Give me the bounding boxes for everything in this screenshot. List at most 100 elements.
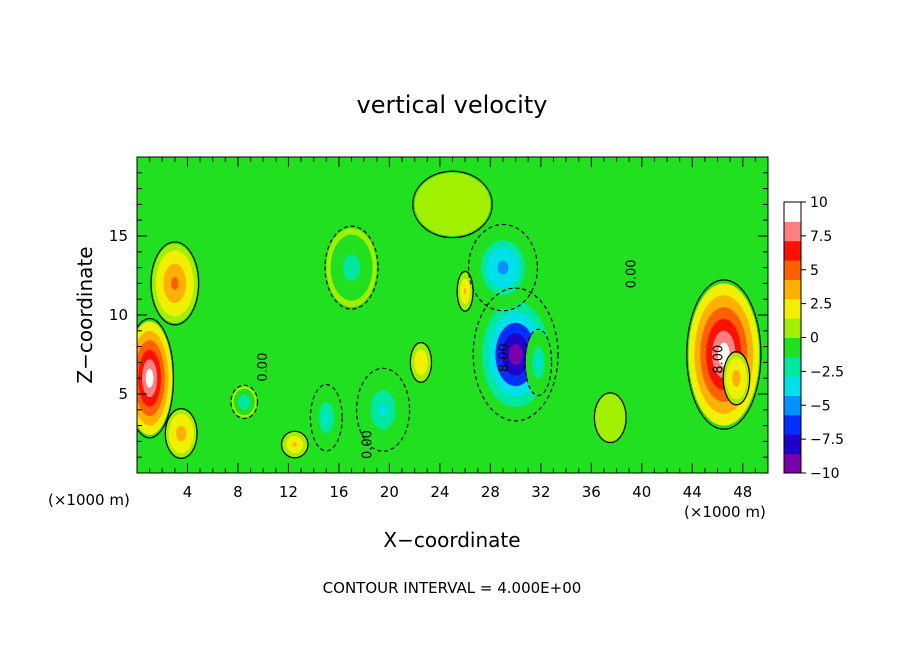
field-feature-12 bbox=[326, 228, 377, 308]
colorbar-segment-8 bbox=[784, 318, 801, 338]
field-level-7-6 bbox=[536, 357, 541, 368]
field-feature-7 bbox=[525, 330, 551, 394]
contour-label-1: 0.00 bbox=[624, 259, 639, 288]
colorbar-segment-3 bbox=[784, 414, 801, 435]
field-feature-4 bbox=[152, 243, 198, 323]
contour-interval-note: CONTOUR INTERVAL = 4.000E+00 bbox=[323, 579, 582, 597]
contour-10 bbox=[309, 383, 343, 452]
field-feature-16 bbox=[414, 172, 491, 236]
colorbar-segment-7 bbox=[784, 337, 801, 358]
field-level-5-6 bbox=[178, 429, 184, 438]
field-feature-17 bbox=[595, 394, 626, 442]
contour-labels: 0.00 8.00 0.00 0.00 8.00 bbox=[256, 259, 727, 459]
colorbar-tick-label-8: −7.5 bbox=[810, 432, 844, 448]
contour-2 bbox=[722, 351, 751, 406]
field-feature-9 bbox=[357, 370, 409, 450]
contour-7 bbox=[524, 328, 553, 397]
x-tick-label-32: 32 bbox=[531, 483, 550, 501]
chart-title: vertical velocity bbox=[357, 91, 548, 119]
field-level-9-6 bbox=[378, 403, 388, 417]
colorbar-segment-14 bbox=[784, 202, 801, 222]
x-tick-label-28: 28 bbox=[481, 483, 500, 501]
x-unit-label-left: (×1000 m) bbox=[48, 491, 130, 509]
field-level-3-6 bbox=[145, 368, 154, 388]
colorbar-segment-4 bbox=[784, 395, 801, 416]
field-level-12-6 bbox=[347, 261, 356, 275]
field-feature-5 bbox=[166, 409, 197, 458]
plot-area: 0.00 8.00 0.00 0.00 8.00 bbox=[136, 156, 769, 474]
x-tick-label-12: 12 bbox=[279, 483, 298, 501]
colorbar-tick-label-3: 5 bbox=[810, 263, 819, 279]
y-axis-label: Z−coordinate bbox=[73, 246, 97, 383]
contour-label-2: 8.00 bbox=[712, 345, 727, 374]
field-feature-2 bbox=[723, 352, 750, 404]
contour-3 bbox=[137, 317, 175, 439]
colorbar-tick-label-4: 2.5 bbox=[810, 297, 832, 313]
x-tick-label-20: 20 bbox=[380, 483, 399, 501]
field-level-11-6 bbox=[242, 399, 247, 405]
field-level-2-6 bbox=[734, 373, 739, 383]
contour-label-5: 8.00 bbox=[497, 343, 512, 372]
colorbar-segment-1 bbox=[784, 453, 801, 474]
field-level-14-6 bbox=[419, 359, 423, 366]
field-feature-13 bbox=[282, 431, 308, 458]
contour-16 bbox=[412, 170, 493, 239]
field-feature-15 bbox=[457, 272, 473, 311]
contour-label-4: 0.00 bbox=[256, 353, 271, 382]
field-level-10-6 bbox=[323, 412, 329, 423]
field-level-8-6 bbox=[497, 260, 509, 275]
contour-12 bbox=[324, 225, 379, 310]
colorbar-segment-6 bbox=[784, 356, 801, 377]
x-tick-label-16: 16 bbox=[329, 483, 348, 501]
x-axis-label: X−coordinate bbox=[383, 528, 520, 552]
field-feature-8 bbox=[470, 226, 536, 309]
colorbar-tick-label-1: 10 bbox=[810, 195, 828, 211]
colorbar-segment-9 bbox=[784, 298, 801, 319]
contour-11 bbox=[230, 384, 259, 420]
contour-13 bbox=[280, 430, 309, 459]
x-tick-label-36: 36 bbox=[582, 483, 601, 501]
colorbar-segment-10 bbox=[784, 279, 801, 300]
field-level-6-6 bbox=[508, 343, 523, 366]
field-feature-10 bbox=[311, 386, 342, 450]
x-tick-label-8: 8 bbox=[233, 483, 243, 501]
colorbar-tick-label-6: −2.5 bbox=[810, 364, 844, 380]
contour-9 bbox=[355, 367, 411, 452]
colorbar-tick-label-7: −5 bbox=[810, 398, 831, 414]
colorbar-tick-label-5: 0 bbox=[810, 331, 819, 347]
contour-8 bbox=[467, 223, 539, 312]
field-level-4-6 bbox=[171, 276, 179, 290]
field-level-15-6 bbox=[463, 288, 467, 295]
field-level-17-6 bbox=[607, 413, 613, 422]
y-tick-label-10: 10 bbox=[109, 306, 128, 324]
y-axis: 5 10 15 bbox=[109, 172, 768, 458]
field-feature-14 bbox=[410, 343, 432, 382]
contour-14 bbox=[409, 341, 433, 383]
contour-label-3: 0.00 bbox=[361, 430, 376, 459]
colorbar-segment-11 bbox=[784, 260, 801, 280]
y-tick-label-5: 5 bbox=[118, 385, 128, 403]
colorbar-segment-13 bbox=[784, 221, 801, 242]
x-tick-label-48: 48 bbox=[733, 483, 752, 501]
colorbar-segment-12 bbox=[784, 240, 801, 261]
colorbar-segment-5 bbox=[784, 376, 801, 397]
colorbar-segment-2 bbox=[784, 434, 801, 455]
y-tick-label-15: 15 bbox=[109, 227, 128, 245]
contour-1 bbox=[686, 279, 762, 430]
contour-lines bbox=[137, 170, 762, 459]
x-tick-label-24: 24 bbox=[430, 483, 449, 501]
x-tick-label-4: 4 bbox=[183, 483, 193, 501]
contour-6 bbox=[472, 287, 559, 422]
contour-5 bbox=[164, 408, 198, 459]
field-feature-11 bbox=[231, 386, 257, 418]
field-level-13-6 bbox=[292, 442, 297, 447]
contour-4 bbox=[150, 241, 200, 326]
contour-17 bbox=[593, 392, 627, 444]
x-axis: 4 8 12 16 20 24 28 32 36 40 44 48 bbox=[149, 157, 756, 501]
colorbar-tick-label-9: −10 bbox=[810, 466, 840, 482]
x-tick-label-44: 44 bbox=[683, 483, 702, 501]
contour-15 bbox=[456, 270, 474, 312]
x-unit-label-right: (×1000 m) bbox=[684, 503, 766, 521]
